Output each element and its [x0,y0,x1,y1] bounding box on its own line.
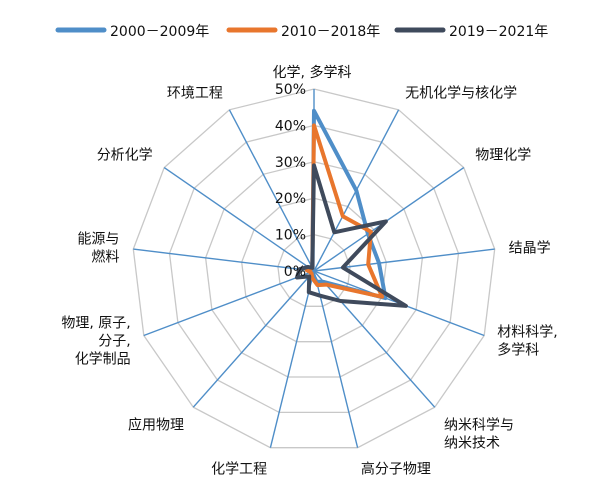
legend-label-1: 2010－2018年 [281,24,380,40]
spoke-9 [143,270,315,337]
tick-label-20: 20% [275,191,306,207]
grid-ring-50 [132,88,496,449]
axis-label-6-line-0: 高分子物理 [361,460,431,477]
axis-label-1-line-0: 无机化学与核化学 [405,86,517,102]
spoke-6 [313,270,359,448]
grid-ring-20 [241,197,387,343]
spoke-11 [163,167,315,272]
radar-grid [132,88,496,449]
axis-label-7-line-0: 化学工程 [211,461,267,477]
grid-ring-10 [277,233,351,307]
axis-label-1: 无机化学与核化学 [405,86,517,102]
axis-label-0: 化学, 多学科 [273,64,352,81]
axis-label-8-line-0: 应用物理 [128,417,184,434]
axis-label-5: 纳米科学与纳米技术 [444,418,514,452]
spoke-12 [228,109,315,272]
axis-label-4: 材料科学,多学科 [497,325,557,359]
tick-label-50: 50% [275,82,306,98]
axis-label-3-line-0: 结晶学 [509,240,551,256]
axis-label-9-line-1: 分子, [98,334,130,350]
axis-label-9: 物理, 原子, 分子, 化学制品 [61,316,130,368]
spoke-8 [192,270,315,408]
tick-label-0: 0% [284,264,306,280]
axis-label-0-line-0: 化学, 多学科 [273,64,352,81]
axis-label-12-line-0: 环境工程 [167,86,223,102]
axis-label-8: 应用物理 [128,417,184,434]
axis-label-10-line-1: 燃料 [91,248,119,265]
legend-label-0: 2000－2009年 [110,24,209,40]
tick-label-10: 10% [275,228,306,244]
axis-label-4-line-0: 材料科学, [497,325,557,341]
tick-label-30: 30% [275,155,306,171]
legend: 2000－2009年 2010－2018年 2019－2021年 [55,24,548,40]
axis-label-11: 分析化学 [97,148,153,164]
axis-labels: 化学, 多学科无机化学与核化学物理化学结晶学材料科学,多学科纳米科学与纳米技术高… [61,64,557,477]
grid-ring-40 [168,124,460,414]
axis-label-5-line-1: 纳米技术 [444,436,500,452]
axis-label-9-line-0: 物理, 原子, [61,316,130,332]
spoke-5 [313,270,436,408]
spoke-7 [269,270,315,448]
spoke-10 [133,248,315,272]
axis-label-4-line-1: 多学科 [497,342,539,359]
axis-label-3: 结晶学 [509,240,551,256]
axis-label-10: 能源与燃料 [77,231,119,265]
series-line-2 [295,163,408,308]
axis-label-6: 高分子物理 [361,460,431,477]
tick-label-40: 40% [275,118,306,134]
radar-series [295,108,408,308]
axis-label-11-line-0: 分析化学 [97,148,153,164]
axis-label-7: 化学工程 [211,461,267,477]
axis-label-5-line-0: 纳米科学与 [444,418,514,434]
legend-label-2: 2019－2021年 [449,24,548,40]
axis-label-10-line-0: 能源与 [77,231,119,247]
spoke-2 [313,167,465,272]
grid-ring-30 [204,161,424,378]
axis-label-2: 物理化学 [475,148,531,164]
axis-label-12: 环境工程 [167,86,223,102]
radial-tick-labels: 0% 10% 20% 30% 40% 50% [275,82,306,280]
axis-label-2-line-0: 物理化学 [475,148,531,164]
axis-label-9-line-2: 化学制品 [75,352,131,368]
